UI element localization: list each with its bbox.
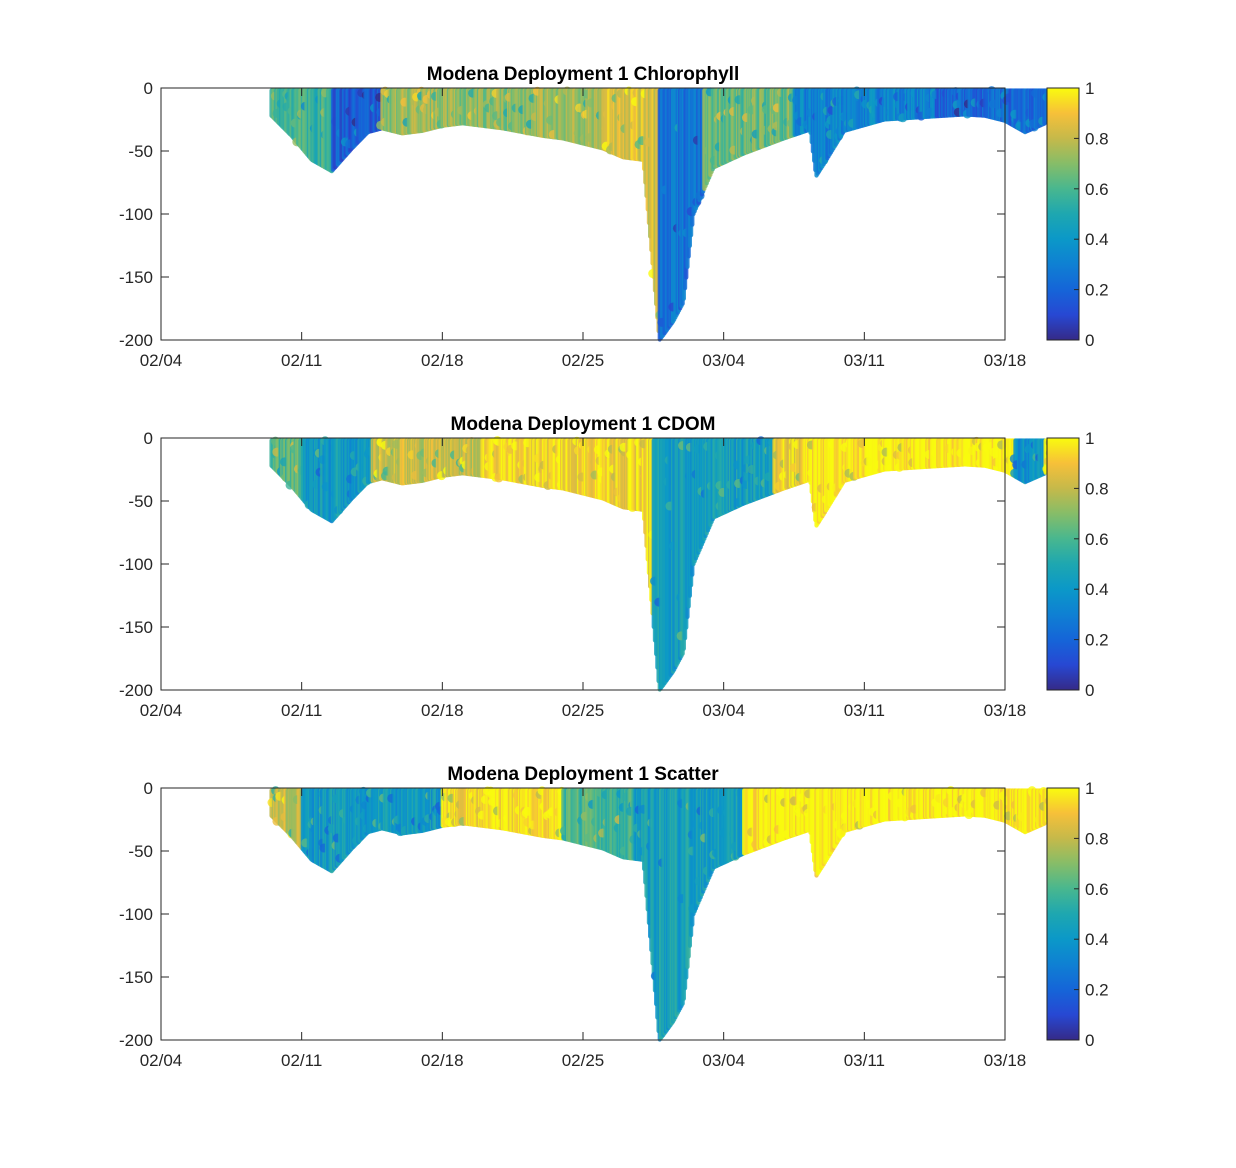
chart-title: Modena Deployment 1 CDOM [451,414,716,435]
colorbar-frame [1046,87,1080,341]
colorbar-tick-label: 0.4 [1085,930,1109,949]
y-tick-label: -200 [119,681,153,700]
y-tick-label: -100 [119,905,153,924]
colorbar-tick-label: 0 [1085,331,1094,350]
colorbar-tick-label: 0.8 [1085,479,1109,498]
y-tick-label: -200 [119,1031,153,1050]
colorbar-gradient [1047,788,1079,1040]
colorbar-tick-label: 0.4 [1085,580,1109,599]
colorbar-tick-label: 1 [1085,779,1094,798]
chart-panel-2: 02/04 02/11 02/18 02/25 03/04 03/11 03/18 0 -50 -… [119,414,1109,720]
x-tick-label: 02/18 [421,701,464,720]
colorbar-tick-label: 0.4 [1085,230,1109,249]
x-tick-label: 02/25 [562,701,605,720]
y-tick-label: -50 [128,842,153,861]
chart-panel-3: 02/04 02/11 02/18 02/25 03/04 03/11 03/18 0 -50 -… [119,764,1109,1070]
colorbar-tick-label: 0.8 [1085,129,1109,148]
x-tick-label: 02/25 [562,1051,605,1070]
colorbar-frame [1046,787,1080,1041]
x-tick-label: 03/11 [844,351,885,370]
colorbar-tick-label: 0.6 [1085,530,1109,549]
colorbar-tick-label: 0.8 [1085,829,1109,848]
x-tick-label: 02/25 [562,351,605,370]
y-tick-label: -150 [119,268,153,287]
y-tick-label: -150 [119,968,153,987]
data-points [269,86,1061,342]
x-tick-label: 02/18 [421,1051,464,1070]
y-tick-label: 0 [144,429,153,448]
x-tick-label: 03/18 [984,701,1027,720]
y-tick-label: -150 [119,618,153,637]
y-tick-label: 0 [144,779,153,798]
colorbar: 0 0.2 0.4 0.6 0.8 1 [1046,429,1109,700]
y-tick-label: -50 [128,142,153,161]
colorbar-tick-label: 0.2 [1085,281,1109,300]
x-tick-label: 03/04 [702,351,745,370]
colorbar-tick-label: 0.2 [1085,631,1109,650]
x-tick-label: 02/11 [281,1051,322,1070]
chart-title: Modena Deployment 1 Chlorophyll [427,64,739,85]
x-tick-label: 03/11 [844,701,885,720]
chart-panel-1: 02/04 02/11 02/18 02/25 03/04 03/11 03/18 0 -50 -… [119,64,1109,370]
colorbar-gradient [1047,88,1079,340]
colorbar-frame [1046,437,1080,691]
x-tick-label: 03/04 [702,1051,745,1070]
y-tick-label: -100 [119,205,153,224]
y-tick-label: -100 [119,555,153,574]
colorbar-tick-label: 0 [1085,1031,1094,1050]
colorbar: 0 0.2 0.4 0.6 0.8 1 [1046,79,1109,350]
x-tick-label: 02/18 [421,351,464,370]
x-tick-label: 02/04 [140,701,183,720]
y-tick-label: -200 [119,331,153,350]
x-tick-label: 03/11 [844,1051,885,1070]
chart-title: Modena Deployment 1 Scatter [447,764,719,785]
x-tick-label: 02/11 [281,351,322,370]
colorbar-tick-label: 0.2 [1085,981,1109,1000]
data-points [269,436,1063,692]
x-tick-label: 03/04 [702,701,745,720]
y-tick-label: 0 [144,79,153,98]
x-tick-label: 02/04 [140,351,183,370]
colorbar-tick-label: 0.6 [1085,880,1109,899]
x-tick-label: 03/18 [984,351,1027,370]
colorbar-tick-label: 0.6 [1085,180,1109,199]
colorbar-tick-label: 0 [1085,681,1094,700]
x-tick-label: 02/11 [281,701,322,720]
colorbar-tick-label: 1 [1085,79,1094,98]
x-tick-label: 03/18 [984,1051,1027,1070]
y-tick-label: -50 [128,492,153,511]
colorbar-gradient [1047,438,1079,690]
data-points [267,786,1062,1042]
colorbar-tick-label: 1 [1085,429,1094,448]
x-tick-label: 02/04 [140,1051,183,1070]
colorbar: 0 0.2 0.4 0.6 0.8 1 [1046,779,1109,1050]
